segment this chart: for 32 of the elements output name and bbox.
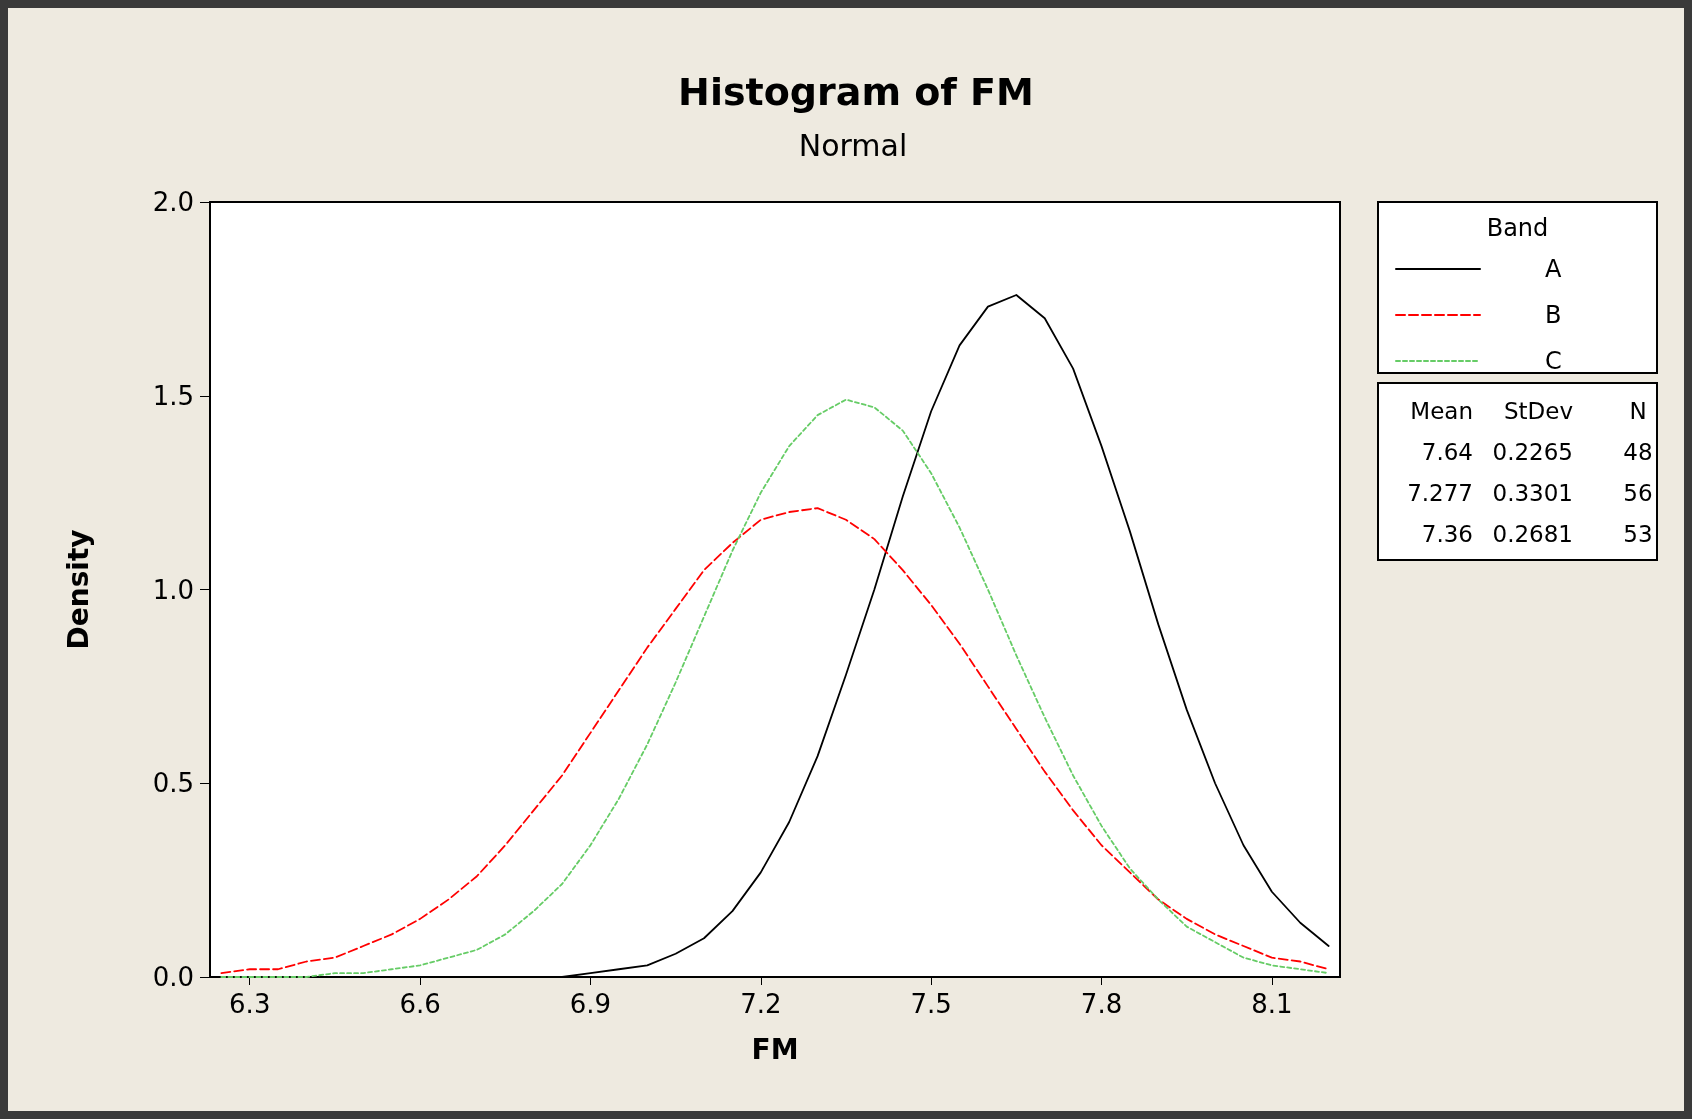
text: 7.64 [1421,439,1473,465]
text: A [1545,255,1562,283]
chart-subtitle: Normal [798,127,908,163]
y-tick-label: 2.0 [152,187,194,217]
text: C [1545,347,1562,375]
chart-title: Histogram of FM [678,70,1034,114]
x-tick-label: 6.3 [229,989,271,1019]
text: 0.3301 [1492,480,1573,506]
y-tick-label: 0.5 [152,768,194,799]
legend-title: Band [1486,214,1549,242]
text: 56 [1623,480,1653,506]
x-tick-label: 7.8 [1080,989,1123,1019]
x-tick-label: 6.6 [399,989,441,1019]
text: 0.2681 [1492,521,1573,547]
x-axis-title: FM [751,1032,799,1066]
text: StDev [1503,398,1573,424]
text: N [1629,398,1647,424]
y-tick-label: 1.5 [152,380,194,411]
text: Mean [1410,398,1473,424]
x-tick-label: 8.1 [1251,989,1293,1019]
y-axis-title: Density [61,529,95,650]
text: 48 [1623,439,1653,465]
text: 7.36 [1421,521,1473,547]
y-tick-label: 0.0 [152,962,194,992]
y-tick-label: 1.0 [152,574,194,605]
x-tick-label: 7.2 [740,989,782,1019]
x-tick-label: 7.5 [910,989,952,1019]
text: 0.2265 [1492,439,1573,465]
text: B [1545,301,1562,329]
text: 53 [1623,521,1653,547]
text: 7.277 [1407,480,1473,506]
x-tick-label: 6.9 [569,989,612,1019]
